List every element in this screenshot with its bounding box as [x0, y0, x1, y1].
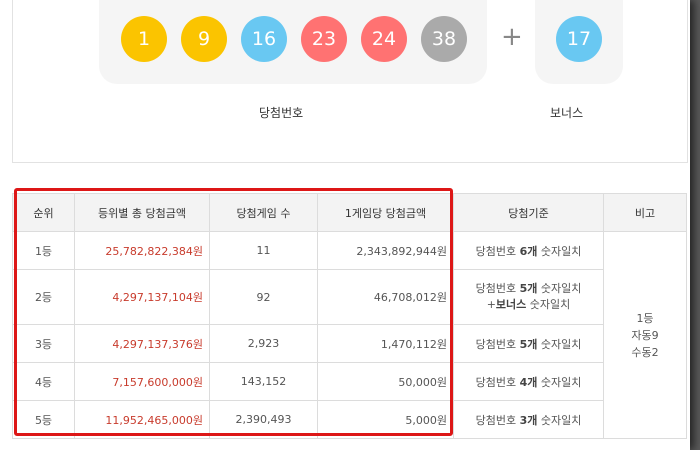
- header-prize-per-game: 1게임당 당첨금액: [317, 193, 454, 232]
- winning-numbers-panel: 1 9 16 23 24 38 + 17 당첨번호 보너스: [12, 0, 688, 163]
- prize-per-game-cell: 50,000원: [317, 362, 454, 401]
- winning-numbers-label: 당첨번호: [259, 106, 304, 120]
- criteria-count: 4개: [519, 375, 538, 389]
- criteria-count: 5개: [519, 282, 538, 295]
- header-note: 비고: [603, 193, 687, 232]
- prize-per-game-cell: 5,000원: [317, 400, 454, 439]
- winning-ball-4: 23: [301, 16, 347, 62]
- note-line: 자동9: [631, 328, 659, 342]
- prize-per-game-cell: 46,708,012원: [317, 269, 454, 325]
- rank-cell: 1등: [12, 231, 75, 270]
- winning-games-cell: 2,923: [209, 324, 318, 363]
- winning-games-cell: 92: [209, 269, 318, 325]
- criteria-text: 숫자일치: [537, 337, 582, 351]
- total-prize-cell: 4,297,137,104원: [74, 269, 210, 325]
- header-criteria: 당첨기준: [453, 193, 604, 232]
- criteria-text: 당첨번호: [475, 244, 520, 258]
- bonus-number-box: 17: [535, 0, 623, 84]
- winning-ball-1: 1: [121, 16, 167, 62]
- table-row: 4등 7,157,600,000원 143,152 50,000원 당첨번호 4…: [12, 362, 687, 401]
- rank-cell: 3등: [12, 324, 75, 363]
- total-prize-cell: 25,782,822,384원: [74, 231, 210, 270]
- criteria-cell: 당첨번호 4개 숫자일치: [453, 362, 604, 401]
- header-total-prize: 등위별 총 당첨금액: [74, 193, 210, 232]
- criteria-cell: 당첨번호 5개 숫자일치 +보너스 숫자일치: [453, 269, 604, 325]
- winning-games-cell: 2,390,493: [209, 400, 318, 439]
- total-prize-cell: 11,952,465,000원: [74, 400, 210, 439]
- note-cell: 1등 자동9 수동2: [603, 231, 687, 439]
- criteria-count: 6개: [519, 244, 538, 258]
- criteria-text: 숫자일치: [537, 375, 582, 389]
- prize-per-game-cell: 1,470,112원: [317, 324, 454, 363]
- criteria-text: 당첨번호: [475, 375, 520, 389]
- total-prize-cell: 4,297,137,376원: [74, 324, 210, 363]
- winning-ball-6: 38: [421, 16, 467, 62]
- criteria-text: 당첨번호: [475, 413, 520, 427]
- header-rank: 순위: [12, 193, 75, 232]
- rank-cell: 2등: [12, 269, 75, 325]
- criteria-text: 당첨번호: [475, 337, 520, 351]
- criteria-text: 당첨번호: [475, 282, 520, 295]
- prize-per-game-cell: 2,343,892,944원: [317, 231, 454, 270]
- criteria-text: 숫자일치: [526, 298, 571, 311]
- criteria-text: 숫자일치: [537, 282, 582, 295]
- table-row: 3등 4,297,137,376원 2,923 1,470,112원 당첨번호 …: [12, 324, 687, 363]
- rank-cell: 5등: [12, 400, 75, 439]
- criteria-text: 숫자일치: [537, 413, 582, 427]
- prize-table: 순위 등위별 총 당첨금액 당첨게임 수 1게임당 당첨금액 당첨기준 비고 1…: [12, 193, 687, 439]
- table-row: 2등 4,297,137,104원 92 46,708,012원 당첨번호 5개…: [12, 269, 687, 325]
- winning-ball-3: 16: [241, 16, 287, 62]
- rank-cell: 4등: [12, 362, 75, 401]
- winning-numbers-box: 1 9 16 23 24 38: [99, 0, 487, 84]
- criteria-cell: 당첨번호 6개 숫자일치: [453, 231, 604, 270]
- table-header-row: 순위 등위별 총 당첨금액 당첨게임 수 1게임당 당첨금액 당첨기준 비고: [12, 193, 687, 232]
- winning-ball-2: 9: [181, 16, 227, 62]
- winning-games-cell: 143,152: [209, 362, 318, 401]
- criteria-count: 5개: [519, 337, 538, 351]
- plus-sign: +: [501, 22, 523, 52]
- winning-games-cell: 11: [209, 231, 318, 270]
- table-row: 5등 11,952,465,000원 2,390,493 5,000원 당첨번호…: [12, 400, 687, 439]
- criteria-count: 3개: [519, 413, 538, 427]
- criteria-cell: 당첨번호 3개 숫자일치: [453, 400, 604, 439]
- table-row: 1등 25,782,822,384원 11 2,343,892,944원 당첨번…: [12, 231, 687, 439]
- header-winning-games: 당첨게임 수: [209, 193, 318, 232]
- note-line: 수동2: [631, 345, 659, 359]
- criteria-cell: 당첨번호 5개 숫자일치: [453, 324, 604, 363]
- winning-ball-5: 24: [361, 16, 407, 62]
- bonus-label: 보너스: [550, 106, 584, 120]
- total-prize-cell: 7,157,600,000원: [74, 362, 210, 401]
- note-line: 1등: [636, 311, 654, 325]
- bonus-ball: 17: [556, 16, 602, 62]
- criteria-text: 숫자일치: [537, 244, 582, 258]
- criteria-text: +: [486, 298, 496, 311]
- criteria-bonus: 보너스: [495, 298, 527, 311]
